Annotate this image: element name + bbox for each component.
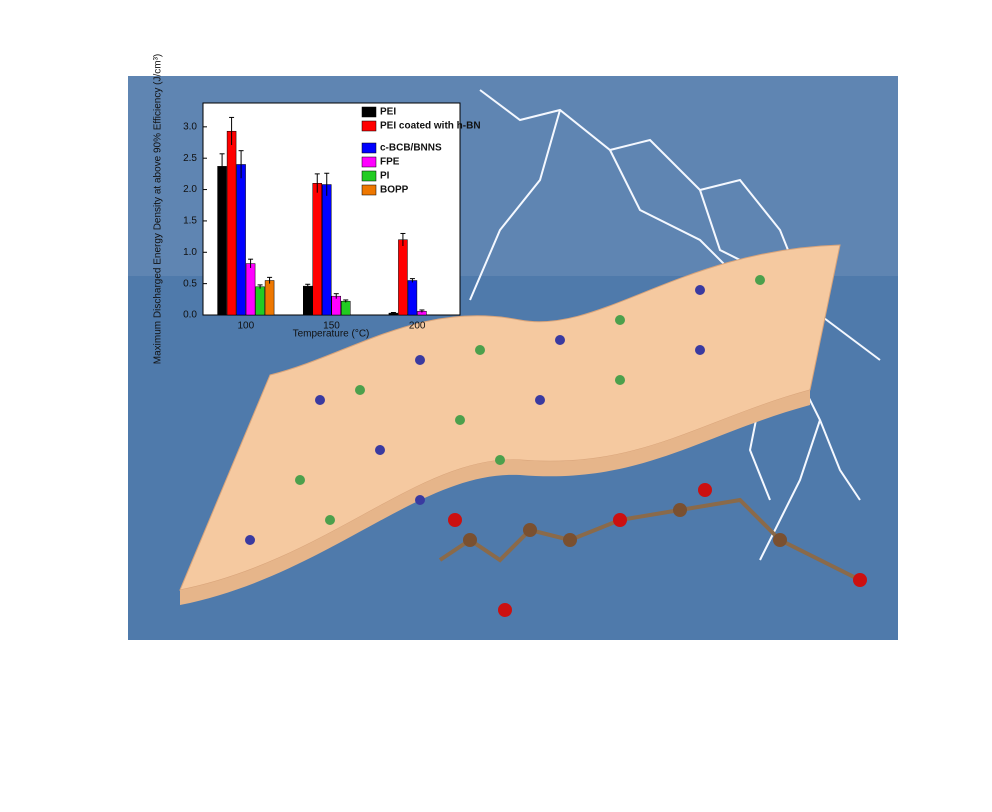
legend-swatch: [361, 156, 377, 168]
sheet-edge: [180, 390, 810, 605]
legend-swatch: [361, 142, 377, 154]
legend-swatch: [361, 106, 377, 118]
bar: [398, 239, 408, 316]
legend-label: c-BCB/BNNS: [380, 143, 442, 154]
bar: [236, 164, 246, 316]
y-tick-label: 0.5: [183, 278, 197, 289]
bar: [341, 300, 351, 316]
x-axis-label: Temperature (°C): [293, 329, 370, 340]
y-tick-label: 3.0: [183, 121, 197, 132]
bar: [217, 166, 227, 316]
legend-label: FPE: [380, 157, 400, 168]
y-tick-label: 2.5: [183, 153, 197, 164]
background-art: [128, 76, 898, 640]
legend-swatch: [361, 120, 377, 132]
legend-swatch: [361, 184, 377, 196]
bar: [226, 130, 237, 316]
bar: [331, 295, 341, 316]
molecule: [438, 483, 867, 617]
x-tick-label: 150: [323, 321, 340, 332]
bar: [255, 286, 265, 316]
x-tick-label: 200: [409, 321, 426, 332]
y-tick-label: 1.0: [183, 247, 197, 258]
y-tick-label: 2.0: [183, 184, 197, 195]
y-tick-label: 1.5: [183, 216, 197, 227]
legend-label: PEI: [380, 107, 396, 118]
bar: [312, 183, 322, 316]
y-axis-label: Maximum Discharged Energy Density at abo…: [153, 54, 164, 364]
bar: [264, 280, 275, 316]
legend-label: PEI coated with h-BN: [380, 121, 481, 132]
bar: [407, 280, 418, 316]
y-tick-label: 0.0: [183, 310, 197, 321]
legend-label: BOPP: [380, 185, 409, 196]
bar: [322, 184, 332, 316]
bar: [303, 285, 313, 316]
legend-label: PI: [380, 171, 390, 182]
legend-swatch: [361, 170, 377, 182]
bar: [245, 263, 256, 316]
lattice-atoms: [245, 275, 765, 545]
x-tick-label: 100: [237, 321, 254, 332]
